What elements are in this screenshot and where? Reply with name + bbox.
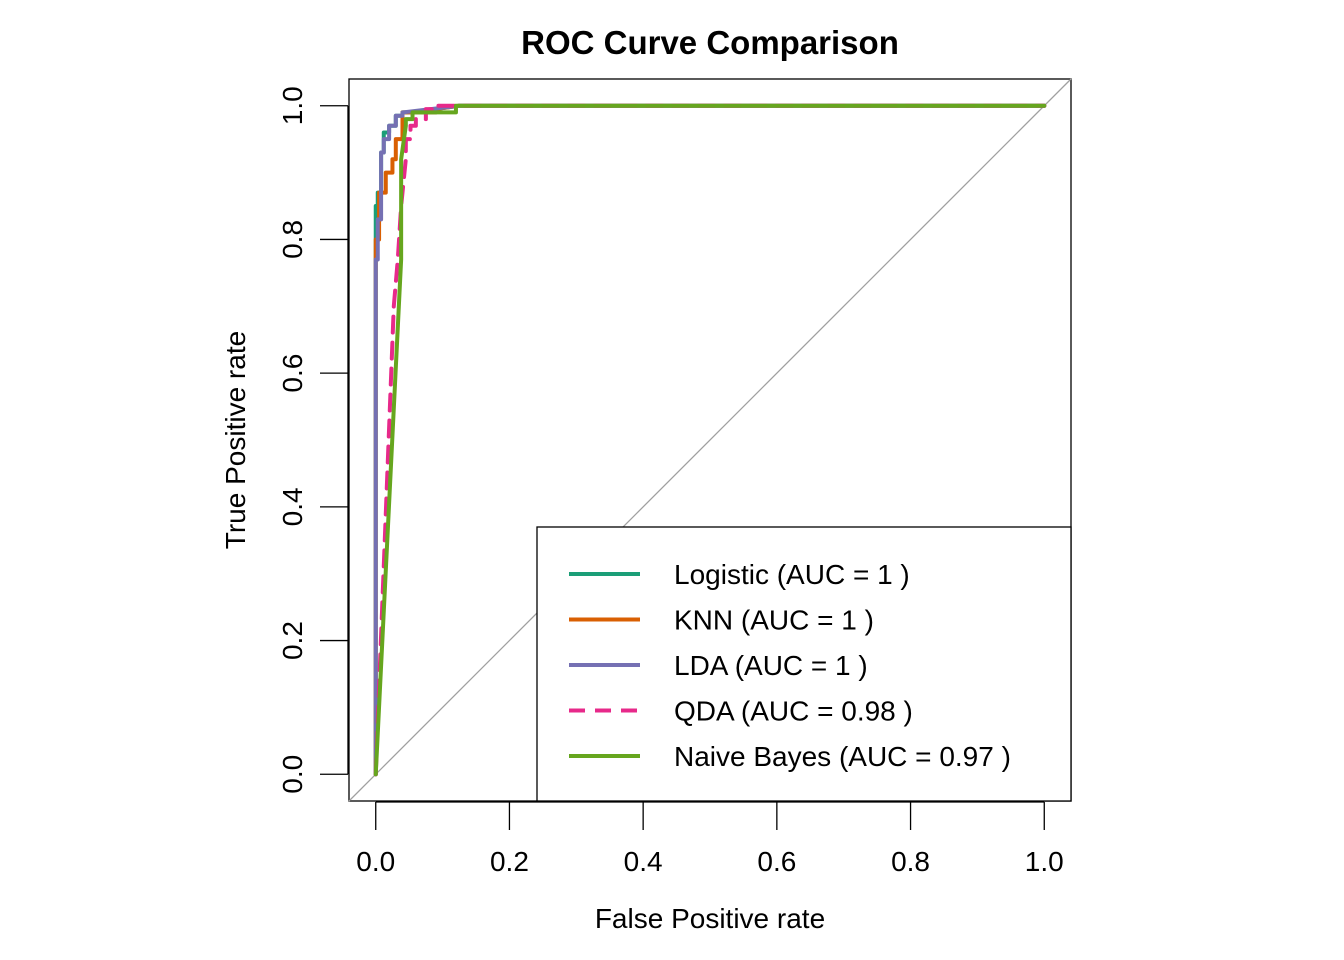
- legend: Logistic (AUC = 1 ) KNN (AUC = 1 ) LDA (AU…: [536, 526, 1072, 802]
- series-layer: [373, 103, 1047, 777]
- y-tick-label-2: 0.4: [277, 487, 308, 526]
- series-line-2: [373, 103, 1047, 777]
- y-tick-label-1: 0.2: [277, 621, 308, 660]
- series-line-4: [373, 103, 1047, 777]
- x-tick-label-5: 1.0: [1025, 846, 1064, 877]
- legend-label-0: Logistic (AUC = 1 ): [674, 559, 910, 590]
- y-axis-label: True Positive rate: [220, 331, 251, 549]
- y-tick-label-0: 0.0: [277, 755, 308, 794]
- legend-label-1: KNN (AUC = 1 ): [674, 605, 874, 636]
- x-tick-label-4: 0.8: [891, 846, 930, 877]
- legend-label-4: Naive Bayes (AUC = 0.97 ): [674, 741, 1011, 772]
- y-axis: 0.0 0.2 0.4 0.6 0.8 1.0: [277, 86, 349, 794]
- x-tick-label-0: 0.0: [356, 846, 395, 877]
- x-axis-label: False Positive rate: [595, 903, 825, 934]
- y-tick-label-5: 1.0: [277, 86, 308, 125]
- legend-label-3: QDA (AUC = 0.98 ): [674, 696, 913, 727]
- series-line-3: [373, 103, 1047, 777]
- x-tick-label-3: 0.6: [757, 846, 796, 877]
- x-axis: 0.0 0.2 0.4 0.6 0.8 1.0: [356, 801, 1064, 877]
- chart-title: ROC Curve Comparison: [521, 24, 899, 61]
- legend-label-2: LDA (AUC = 1 ): [674, 650, 868, 681]
- y-tick-label-4: 0.8: [277, 220, 308, 259]
- diagonal-reference-line: [348, 78, 1072, 802]
- x-tick-label-1: 0.2: [490, 846, 529, 877]
- y-tick-label-3: 0.6: [277, 354, 308, 393]
- x-tick-label-2: 0.4: [624, 846, 663, 877]
